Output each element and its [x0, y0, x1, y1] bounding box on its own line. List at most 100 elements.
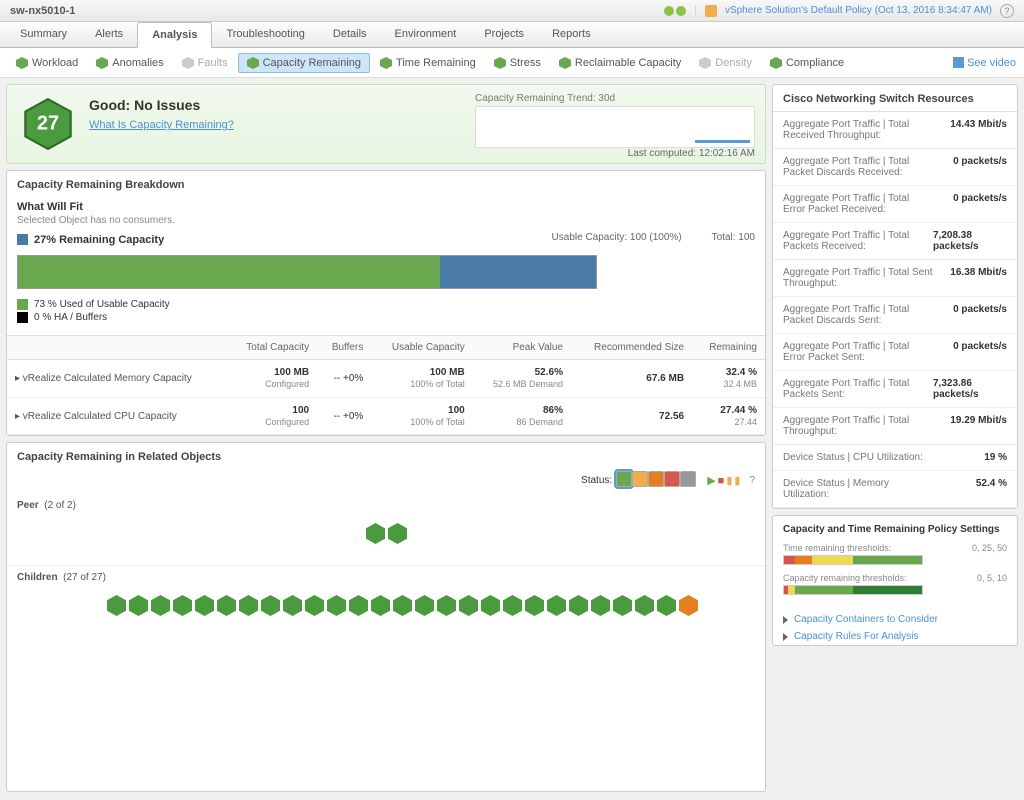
child-hex[interactable]	[261, 595, 280, 619]
child-hex[interactable]	[481, 595, 500, 619]
resource-row: Aggregate Port Traffic | Total Error Pac…	[773, 186, 1017, 223]
tab-environment[interactable]: Environment	[381, 22, 471, 47]
subtab-capacity-remaining[interactable]: Capacity Remaining	[238, 53, 370, 73]
child-hex[interactable]	[305, 595, 324, 619]
child-hex[interactable]	[371, 595, 390, 619]
resource-row: Aggregate Port Traffic | Total Error Pac…	[773, 334, 1017, 371]
cap-thresh-bar	[783, 585, 923, 595]
hero-panel: 27 Good: No Issues What Is Capacity Rema…	[6, 84, 766, 164]
child-hex[interactable]	[195, 595, 214, 619]
child-hex[interactable]	[503, 595, 522, 619]
child-label: Children	[17, 572, 58, 583]
resource-row: Aggregate Port Traffic | Total Packets S…	[773, 371, 1017, 408]
cap-thresh-label: Capacity remaining thresholds:	[783, 573, 977, 583]
child-hex[interactable]	[437, 595, 456, 619]
child-hex[interactable]	[151, 595, 170, 619]
tab-reports[interactable]: Reports	[538, 22, 605, 47]
trend-label: Capacity Remaining Trend: 30d	[475, 93, 755, 104]
badge-icon	[96, 57, 108, 69]
child-hex[interactable]	[415, 595, 434, 619]
status-filter-btn[interactable]	[616, 471, 632, 487]
status-dots	[664, 6, 686, 16]
status-filter-btn[interactable]	[648, 471, 664, 487]
help-q[interactable]: ?	[749, 475, 755, 486]
child-hex[interactable]	[613, 595, 632, 619]
related-panel: Capacity Remaining in Related Objects St…	[6, 442, 766, 792]
control-icon[interactable]: ▮	[734, 475, 740, 487]
used-swatch	[17, 299, 28, 310]
control-icon[interactable]: ■	[718, 475, 725, 487]
tab-troubleshooting[interactable]: Troubleshooting	[212, 22, 318, 47]
child-hex[interactable]	[547, 595, 566, 619]
peer-hex[interactable]	[366, 523, 385, 547]
tab-details[interactable]: Details	[319, 22, 381, 47]
child-hex[interactable]	[239, 595, 258, 619]
what-fit-head: What Will Fit	[17, 201, 755, 213]
breakdown-panel: Capacity Remaining Breakdown What Will F…	[6, 170, 766, 436]
policy-title: Capacity and Time Remaining Policy Setti…	[783, 524, 1007, 535]
score-badge: 27	[21, 97, 75, 151]
title-bar: sw-nx5010-1 | vSphere Solution's Default…	[0, 0, 1024, 22]
child-hex[interactable]	[679, 595, 698, 619]
ha-swatch	[17, 312, 28, 323]
subtab-anomalies[interactable]: Anomalies	[88, 54, 171, 72]
child-hex[interactable]	[459, 595, 478, 619]
table-row[interactable]: ▸ vRealize Calculated CPU Capacity100Con…	[7, 397, 765, 435]
control-icon[interactable]: ▶	[707, 475, 715, 487]
child-hex[interactable]	[635, 595, 654, 619]
see-video-link[interactable]: See video	[953, 57, 1016, 69]
legend-used: 73 % Used of Usable Capacity	[34, 299, 170, 310]
child-hex[interactable]	[591, 595, 610, 619]
resource-row: Aggregate Port Traffic | Total Packet Di…	[773, 297, 1017, 334]
breakdown-title: Capacity Remaining Breakdown	[7, 171, 765, 195]
child-hex[interactable]	[327, 595, 346, 619]
subtab-time-remaining[interactable]: Time Remaining	[372, 54, 484, 72]
child-hex[interactable]	[657, 595, 676, 619]
hero-help-link[interactable]: What Is Capacity Remaining?	[89, 119, 234, 131]
capacity-bar	[17, 255, 597, 289]
control-icon[interactable]: ▮	[726, 475, 732, 487]
child-hex[interactable]	[393, 595, 412, 619]
child-hex[interactable]	[283, 595, 302, 619]
help-icon[interactable]: ?	[1000, 4, 1014, 18]
status-filter-btn[interactable]	[680, 471, 696, 487]
badge-icon	[559, 57, 571, 69]
score-value: 27	[37, 113, 59, 136]
child-hex[interactable]	[173, 595, 192, 619]
status-filter: Status: ▶■▮▮ ?	[7, 467, 765, 494]
status-label: Status:	[581, 475, 612, 486]
tab-summary[interactable]: Summary	[6, 22, 81, 47]
table-row[interactable]: ▸ vRealize Calculated Memory Capacity100…	[7, 360, 765, 398]
tab-projects[interactable]: Projects	[470, 22, 538, 47]
child-hex[interactable]	[569, 595, 588, 619]
no-consumers: Selected Object has no consumers.	[17, 215, 755, 226]
policy-expand-link[interactable]: Capacity Containers to Consider	[773, 611, 1017, 628]
subtab-reclaimable-capacity[interactable]: Reclaimable Capacity	[551, 54, 689, 72]
last-computed: Last computed: 12:02:16 AM	[628, 148, 755, 159]
tab-analysis[interactable]: Analysis	[137, 22, 212, 48]
resource-row: Device Status | CPU Utilization:19 %	[773, 445, 1017, 471]
main-tabs: SummaryAlertsAnalysisTroubleshootingDeta…	[0, 22, 1024, 48]
policy-expand-link[interactable]: Capacity Rules For Analysis	[773, 628, 1017, 645]
policy-panel: Capacity and Time Remaining Policy Setti…	[772, 515, 1018, 646]
subtab-stress[interactable]: Stress	[486, 54, 549, 72]
badge-icon	[770, 57, 782, 69]
cap-thresh-vals: 0, 5, 10	[977, 573, 1007, 583]
peer-hex[interactable]	[388, 523, 407, 547]
child-hex[interactable]	[349, 595, 368, 619]
child-hex[interactable]	[129, 595, 148, 619]
status-filter-btn[interactable]	[664, 471, 680, 487]
tab-alerts[interactable]: Alerts	[81, 22, 137, 47]
policy-link[interactable]: vSphere Solution's Default Policy (Oct 1…	[725, 5, 992, 16]
subtab-compliance[interactable]: Compliance	[762, 54, 852, 72]
subtab-workload[interactable]: Workload	[8, 54, 86, 72]
child-hex[interactable]	[525, 595, 544, 619]
child-hex[interactable]	[107, 595, 126, 619]
resource-row: Aggregate Port Traffic | Total Throughpu…	[773, 408, 1017, 445]
time-thresh-label: Time remaining thresholds:	[783, 543, 972, 553]
child-hex[interactable]	[217, 595, 236, 619]
child-count: (27 of 27)	[63, 572, 106, 583]
resource-row: Aggregate Port Traffic | Total Packet Di…	[773, 149, 1017, 186]
status-filter-btn[interactable]	[632, 471, 648, 487]
remain-swatch	[17, 234, 28, 245]
